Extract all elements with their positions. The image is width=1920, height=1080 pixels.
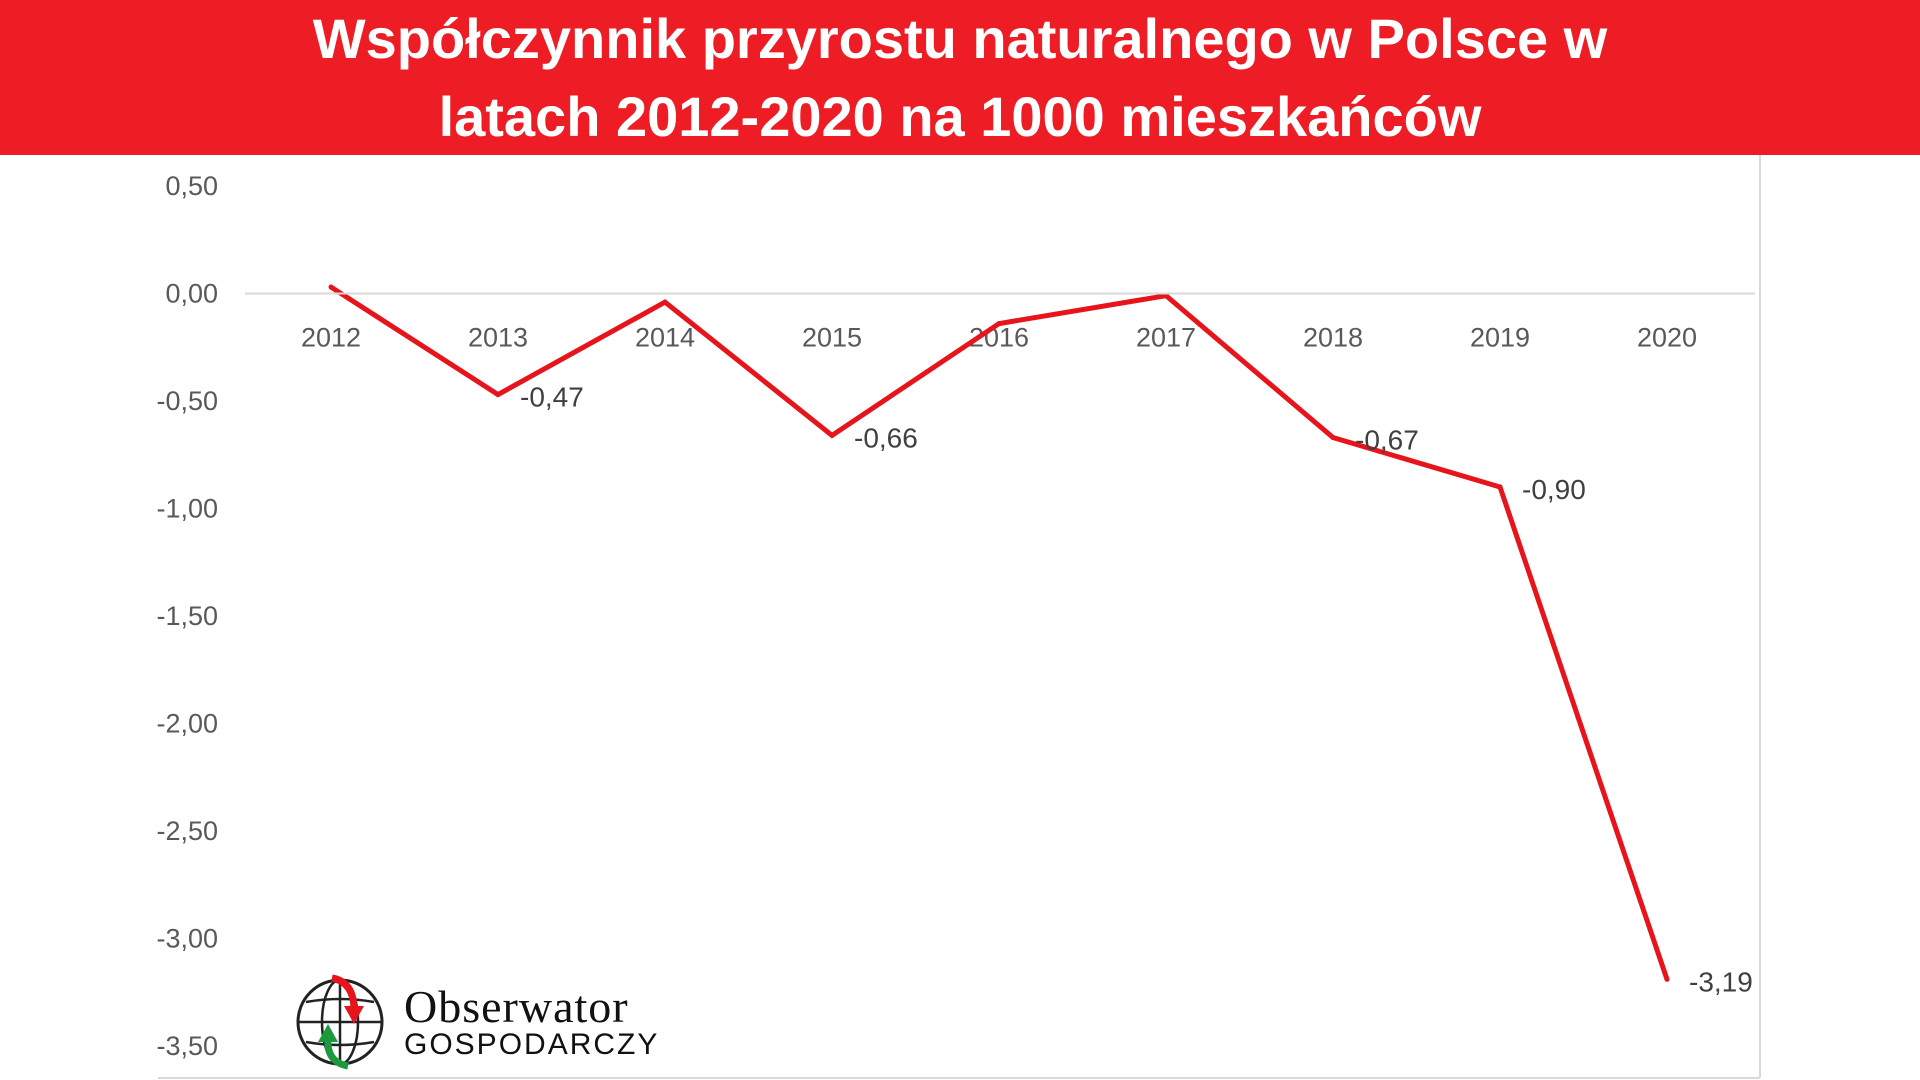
- x-tick-label: 2015: [802, 323, 862, 353]
- data-label: -0,66: [854, 422, 918, 453]
- x-tick-label: 2014: [635, 323, 695, 353]
- logo-text-obserwator: Obserwator: [404, 981, 629, 1032]
- globe-arrows-icon: [296, 974, 384, 1070]
- plot-frame: [158, 155, 1761, 1079]
- data-point: [996, 321, 1002, 327]
- data-point: [328, 284, 334, 290]
- y-tick-label: -1,00: [156, 494, 218, 524]
- y-tick-label: -3,00: [156, 924, 218, 954]
- chart-title-line-1: Współczynnik przyrostu naturalnego w Pol…: [312, 6, 1608, 70]
- y-tick-label: -0,50: [156, 386, 218, 416]
- chart-title-banner: Współczynnik przyrostu naturalnego w Pol…: [0, 0, 1920, 155]
- data-label: -0,90: [1522, 474, 1586, 505]
- data-point: [1330, 435, 1336, 441]
- data-point: [495, 392, 501, 398]
- y-tick-label: 0,50: [165, 171, 218, 201]
- x-tick-label: 2017: [1136, 323, 1196, 353]
- y-tick-label: -2,00: [156, 709, 218, 739]
- x-tick-label: 2013: [468, 323, 528, 353]
- y-tick-label: -2,50: [156, 816, 218, 846]
- data-point: [829, 432, 835, 438]
- data-labels: -0,47 -0,66 -0,67 -0,90 -3,19: [520, 382, 1753, 998]
- x-tick-label: 2018: [1303, 323, 1363, 353]
- x-axis-ticks: 2012 2013 2014 2015 2016 2017 2018 2019 2020: [301, 323, 1697, 353]
- chart-title-line-2: latach 2012-2020 na 1000 mieszkańców: [438, 84, 1482, 148]
- data-label: -0,67: [1355, 425, 1419, 456]
- x-tick-label: 2012: [301, 323, 361, 353]
- x-tick-label: 2020: [1637, 323, 1697, 353]
- data-label: -3,19: [1689, 966, 1753, 997]
- logo-text-gospodarczy: GOSPODARCZY: [404, 1028, 660, 1061]
- y-tick-label: -3,50: [156, 1031, 218, 1061]
- y-axis-ticks: 0,50 0,00 -0,50 -1,00 -1,50 -2,00 -2,50 -3,00 -3…: [156, 171, 218, 1061]
- data-label: -0,47: [520, 382, 584, 413]
- y-tick-label: 0,00: [165, 279, 218, 309]
- data-point: [662, 299, 668, 305]
- obserwator-logo: Obserwator GOSPODARCZY: [292, 972, 712, 1072]
- data-point: [1497, 484, 1503, 490]
- x-tick-label: 2019: [1470, 323, 1530, 353]
- data-point: [1664, 976, 1670, 982]
- y-tick-label: -1,50: [156, 601, 218, 631]
